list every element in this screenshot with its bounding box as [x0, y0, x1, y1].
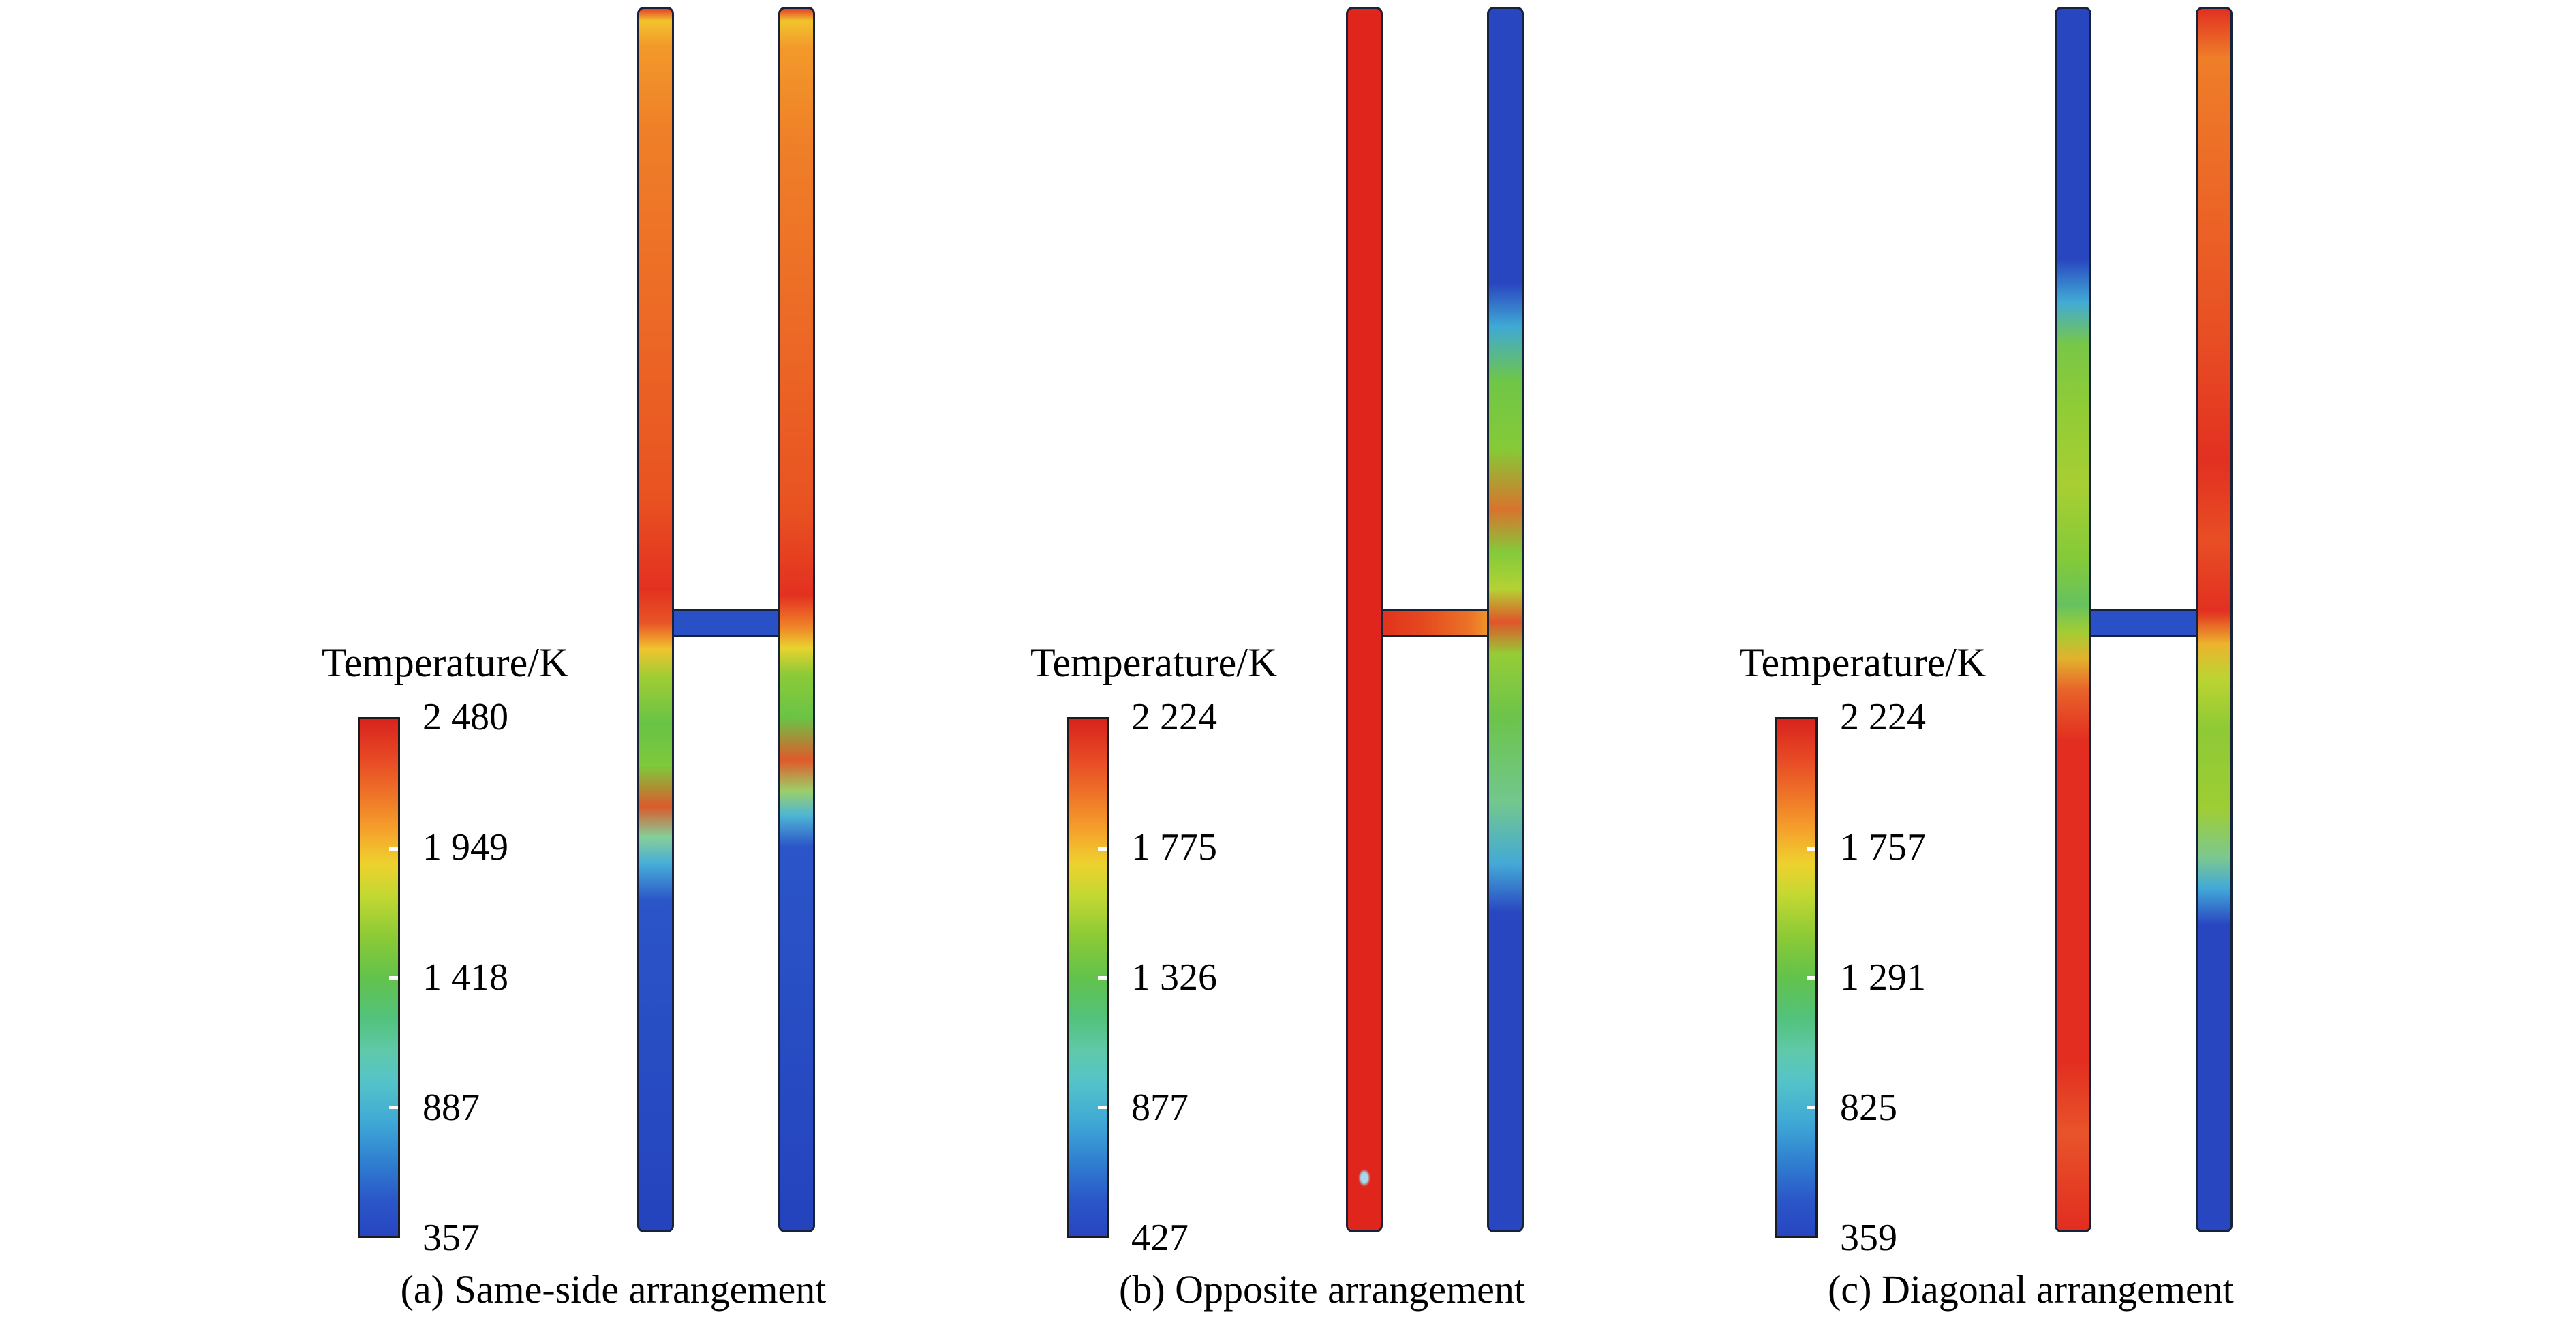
tick-label: 877: [1131, 1087, 1189, 1129]
left-channel-contour: [637, 7, 674, 1232]
tick-label: 887: [423, 1087, 480, 1129]
tick-label: 1 757: [1840, 826, 1926, 868]
colorbar-tick-mark: [1807, 1105, 1815, 1109]
tick-label: 357: [423, 1217, 480, 1259]
right-channel-contour: [778, 7, 815, 1232]
panel-caption: (b) Opposite arrangement: [1119, 1267, 1525, 1312]
colorbar-tick-mark: [1098, 847, 1107, 851]
colorbar: [1775, 717, 1818, 1238]
colorbar-tick-mark: [389, 976, 398, 980]
tick-label: 359: [1840, 1217, 1897, 1259]
tick-label: 2 224: [1131, 696, 1217, 738]
colorbar-title: Temperature/K: [322, 640, 569, 685]
tick-label: 1 949: [423, 826, 508, 868]
colorbar-title: Temperature/K: [1739, 640, 1987, 685]
tick-label: 1 775: [1131, 826, 1217, 868]
colorbar-title: Temperature/K: [1030, 640, 1278, 685]
colorbar: [1067, 717, 1109, 1238]
panel-caption: (c) Diagonal arrangement: [1828, 1267, 2234, 1312]
right-channel-contour: [1487, 7, 1524, 1232]
colorbar-tick-mark: [1807, 976, 1815, 980]
tick-label: 1 326: [1131, 956, 1217, 999]
colorbar-tick-mark: [1098, 1105, 1107, 1109]
tick-label: 825: [1840, 1087, 1897, 1129]
colorbar-tick-labels: 2 224 1 757 1 291 825 359: [1840, 697, 1926, 1258]
panel-same-side: Temperature/K 2 480 1 949 1 418 887 357 …: [286, 0, 940, 1319]
colorbar-tick-mark: [1807, 847, 1815, 851]
colorbar-tick-mark: [389, 1105, 398, 1109]
left-channel-contour: [1346, 7, 1383, 1232]
panel-caption: (a) Same-side arrangement: [400, 1267, 827, 1312]
colorbar-tick-mark: [389, 847, 398, 851]
tick-label: 427: [1131, 1217, 1189, 1259]
left-channel-contour: [2055, 7, 2091, 1232]
colorbar: [358, 717, 400, 1238]
tick-label: 1 291: [1840, 956, 1926, 999]
tick-label: 1 418: [423, 956, 508, 999]
colorbar-tick-labels: 2 224 1 775 1 326 877 427: [1131, 697, 1217, 1258]
colorbar-tick-mark: [1098, 976, 1107, 980]
panel-opposite: Temperature/K 2 224 1 775 1 326 877 427 …: [995, 0, 1649, 1319]
tick-label: 2 224: [1840, 696, 1926, 738]
right-channel-contour: [2196, 7, 2233, 1232]
tick-label: 2 480: [423, 696, 508, 738]
colorbar-tick-labels: 2 480 1 949 1 418 887 357: [423, 697, 508, 1258]
panel-diagonal: Temperature/K 2 224 1 757 1 291 825 359 …: [1704, 0, 2358, 1319]
